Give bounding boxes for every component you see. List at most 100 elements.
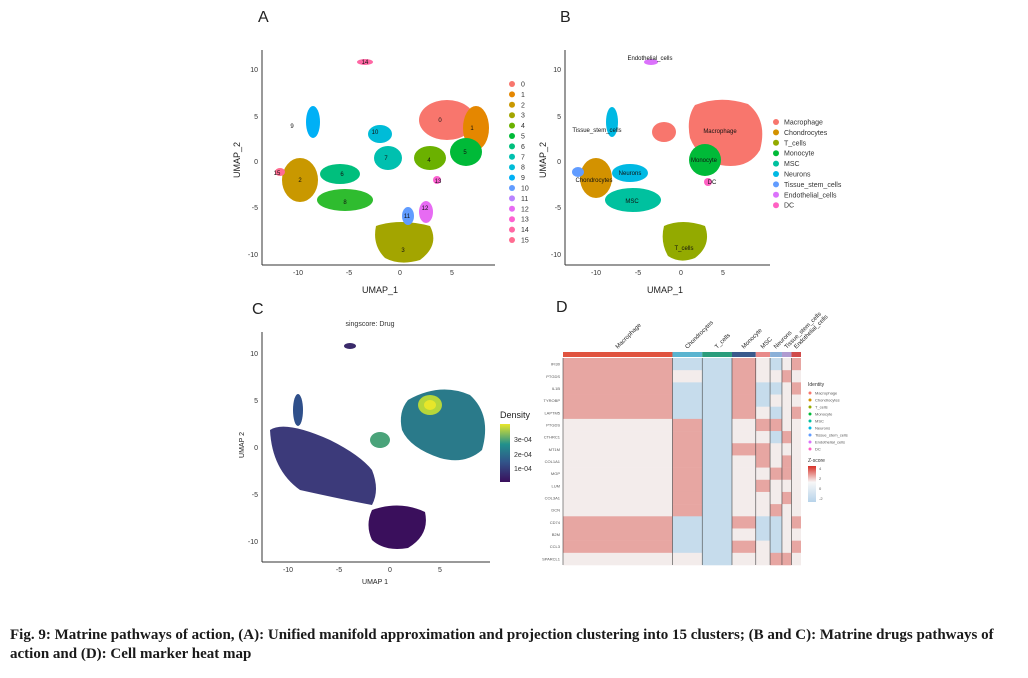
- legend-label: 12: [521, 206, 529, 213]
- identity-swatch: [808, 391, 812, 395]
- heatmap-row-label: PTGDS: [546, 422, 560, 427]
- y-tick-label: -5: [555, 205, 561, 212]
- x-tick-labels: -10 -5 0 5: [591, 270, 725, 277]
- heatmap-cell: [672, 528, 703, 541]
- panel-d: D Macrophage Chondrocytes T_cells MonocyteM…: [542, 299, 848, 566]
- legend-swatch: [509, 122, 515, 129]
- cluster-label: 9: [290, 124, 294, 130]
- identity-label: Chondrocytes: [815, 398, 840, 403]
- identity-swatch: [808, 398, 812, 402]
- heatmap-group-labels: Macrophage Chondrocytes T_cells MonocyteMSC…: [615, 311, 830, 350]
- heatmap-cell: [702, 382, 732, 395]
- heatmap-cell: [702, 418, 732, 432]
- cluster-12: [419, 201, 433, 223]
- heatmap-cell: [755, 406, 771, 420]
- identity-swatch: [808, 419, 812, 423]
- y-tick-label: -10: [248, 252, 258, 259]
- heatmap-cell: [755, 467, 771, 481]
- heatmap-row-label: B2M: [552, 532, 560, 537]
- legend-label: Endothelial_cells: [784, 192, 837, 199]
- group-bar-segment: [770, 352, 782, 357]
- heatmap-cell: [731, 504, 756, 517]
- density-tick: 2e-04: [514, 452, 532, 459]
- y-axis-label: UMAP_2: [538, 142, 548, 178]
- legend-label: 7: [521, 154, 525, 161]
- panel-c: C singscore: Drug 10 5 0 -5 -10 -10 -5 0…: [239, 301, 532, 586]
- group-bar-segment: [731, 352, 756, 357]
- legend-swatch: [509, 226, 515, 233]
- legend-swatch: [509, 237, 515, 243]
- heatmap-row-labels: IFI30 PTGDS IL1B TYROBP LAPTM5 PTGDS CTHRC1 MT1…: [542, 362, 561, 562]
- heatmap-cell: [770, 443, 782, 456]
- legend-swatch: [509, 81, 515, 87]
- x-tick-label: 0: [388, 567, 392, 574]
- heatmap-row-label: SPARCL1: [542, 556, 561, 561]
- heatmap-cell: [770, 552, 782, 566]
- heatmap-cell: [672, 394, 703, 408]
- heatmap-cell: [731, 455, 756, 468]
- heatmap-cell: [563, 552, 673, 566]
- legend-label: 8: [521, 165, 525, 172]
- legend-swatch: [773, 119, 779, 125]
- celltype-macrophage: [652, 122, 676, 142]
- legend-swatch: [773, 171, 779, 177]
- density-region: [293, 394, 303, 426]
- legend-label: 10: [521, 186, 529, 193]
- cluster-0: [419, 100, 475, 140]
- heatmap-cell: [702, 491, 732, 505]
- legend-label: Tissue_stem_cells: [784, 182, 842, 189]
- heatmap-cell: [770, 370, 782, 383]
- y-tick-label: -5: [252, 492, 258, 499]
- density-region: [368, 505, 426, 549]
- heatmap-cell: [563, 455, 673, 468]
- heatmap-cell: [781, 455, 792, 468]
- heatmap-cell: [781, 431, 792, 444]
- heatmap-cell: [731, 540, 756, 554]
- heatmap-cell: [672, 467, 703, 481]
- group-label: Macrophage: [615, 322, 643, 350]
- celltype-tissue-stem: [572, 167, 584, 177]
- heatmap-cell: [755, 540, 771, 554]
- cluster-number-labels: 0 1 2 3 4 5 6 7 8 9 10 11 12 13 14 15: [274, 60, 475, 254]
- heatmap-cell: [702, 394, 732, 408]
- heatmap-cell: [702, 528, 732, 541]
- heatmap-cell: [755, 528, 771, 541]
- zscore-tick: 2: [819, 476, 822, 481]
- heatmap-cell: [755, 443, 771, 456]
- zscore-tick: 0: [819, 486, 822, 491]
- y-axis-label: UMAP 2: [239, 432, 246, 458]
- cluster-9: [306, 106, 320, 138]
- cluster-label: 13: [435, 179, 442, 185]
- legend-identity-title: Identity: [808, 382, 825, 388]
- identity-swatch: [808, 440, 812, 444]
- y-tick-label: -10: [551, 252, 561, 259]
- density-region: [400, 389, 486, 461]
- plot-label: MSC: [625, 199, 639, 205]
- heatmap-cell: [791, 358, 801, 371]
- heatmap-cell: [781, 418, 792, 432]
- plot-label: T_cells: [674, 246, 693, 252]
- group-bar-segment: [791, 352, 801, 357]
- legend-swatch: [773, 150, 779, 157]
- celltype-endothelial: [644, 59, 658, 65]
- legend-label: 9: [521, 175, 525, 182]
- panel-title: singscore: Drug: [345, 321, 394, 328]
- y-tick-labels: 10 5 0 -5 -10: [551, 67, 561, 259]
- heatmap-cell: [563, 516, 673, 529]
- x-tick-label: 5: [450, 270, 454, 277]
- heatmap-cell: [563, 370, 673, 383]
- heatmap-cell: [563, 540, 673, 554]
- cluster-11: [402, 207, 414, 225]
- heatmap-cell: [672, 358, 703, 371]
- celltype-tcells: [662, 222, 708, 261]
- heatmap-cell: [770, 540, 782, 554]
- cluster-label: 2: [298, 178, 302, 184]
- identity-label: Neurons: [815, 426, 830, 431]
- heatmap-row-label: LAPTM5: [544, 410, 560, 415]
- plot-label: Endothelial_cells: [627, 56, 672, 62]
- identity-label: DC: [815, 447, 821, 452]
- heatmap-cell: [702, 406, 732, 420]
- x-axis-label: UMAP_1: [362, 285, 398, 295]
- heatmap-cell: [563, 431, 673, 444]
